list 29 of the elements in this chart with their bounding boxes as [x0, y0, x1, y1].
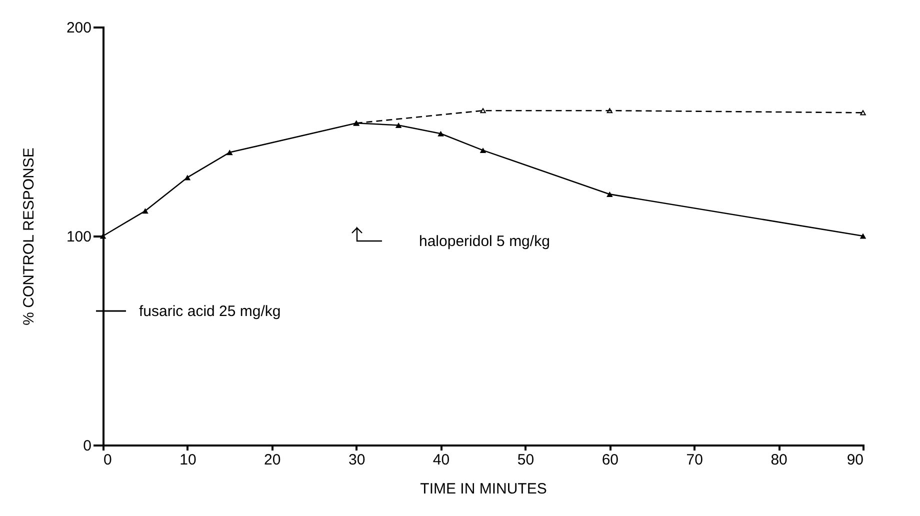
point [480, 108, 486, 114]
x-tick-label: 30 [348, 452, 366, 468]
point [606, 191, 613, 197]
point [100, 233, 106, 239]
x-tick-label: 40 [432, 452, 450, 468]
point [142, 208, 148, 214]
x-tick-label: 70 [686, 452, 703, 468]
point [184, 174, 191, 180]
point [480, 148, 486, 154]
y-tick-label: 200 [66, 20, 92, 36]
legend-label: fusaric acid 25 mg/kg [139, 303, 281, 320]
y-tick-label: 100 [66, 228, 92, 246]
point [860, 110, 866, 116]
x-tick-label: 80 [770, 452, 788, 468]
point [226, 150, 233, 156]
y-axis-title: % CONTROL RESPONSE [20, 148, 38, 326]
x-axis-title: TIME IN MINUTES [420, 480, 547, 498]
x-tick-label: 0 [104, 452, 112, 468]
point [395, 122, 402, 128]
point [438, 130, 444, 136]
x-tick-label: 20 [264, 452, 281, 468]
point [860, 233, 866, 239]
x-tick-label: 50 [517, 452, 534, 468]
x-tick-label: 10 [180, 452, 196, 468]
point [606, 108, 613, 114]
y-tick-label: 0 [83, 438, 92, 454]
annotation: haloperidol 5 mg/kg [419, 233, 550, 250]
x-tick-label: 90 [846, 452, 864, 468]
x-tick-label: 60 [602, 452, 619, 468]
